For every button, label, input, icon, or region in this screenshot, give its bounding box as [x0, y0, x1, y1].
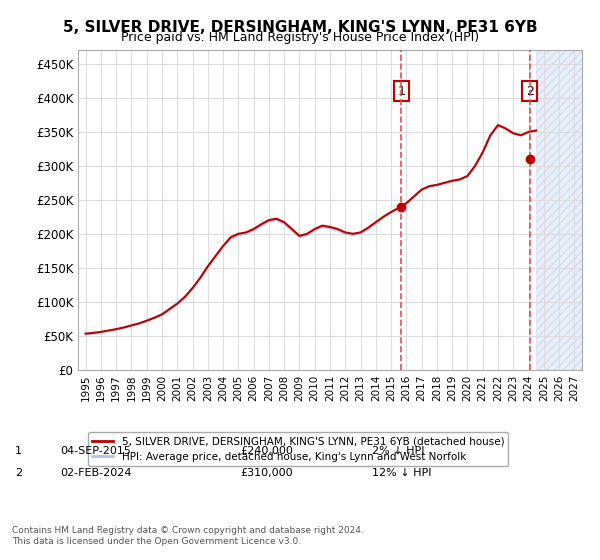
Text: 02-FEB-2024: 02-FEB-2024 [60, 468, 131, 478]
Text: 12% ↓ HPI: 12% ↓ HPI [372, 468, 431, 478]
Text: 5, SILVER DRIVE, DERSINGHAM, KING'S LYNN, PE31 6YB: 5, SILVER DRIVE, DERSINGHAM, KING'S LYNN… [62, 20, 538, 35]
Text: Price paid vs. HM Land Registry's House Price Index (HPI): Price paid vs. HM Land Registry's House … [121, 31, 479, 44]
Text: 2% ↓ HPI: 2% ↓ HPI [372, 446, 425, 456]
Text: 2: 2 [15, 468, 22, 478]
Text: Contains HM Land Registry data © Crown copyright and database right 2024.
This d: Contains HM Land Registry data © Crown c… [12, 526, 364, 546]
Text: 04-SEP-2015: 04-SEP-2015 [60, 446, 131, 456]
Text: £240,000: £240,000 [240, 446, 293, 456]
Text: £310,000: £310,000 [240, 468, 293, 478]
Bar [536, 50, 582, 370]
Text: 2: 2 [526, 85, 534, 97]
Legend: 5, SILVER DRIVE, DERSINGHAM, KING'S LYNN, PE31 6YB (detached house), HPI: Averag: 5, SILVER DRIVE, DERSINGHAM, KING'S LYNN… [88, 432, 508, 466]
Text: 1: 1 [15, 446, 22, 456]
Text: 1: 1 [397, 85, 405, 97]
